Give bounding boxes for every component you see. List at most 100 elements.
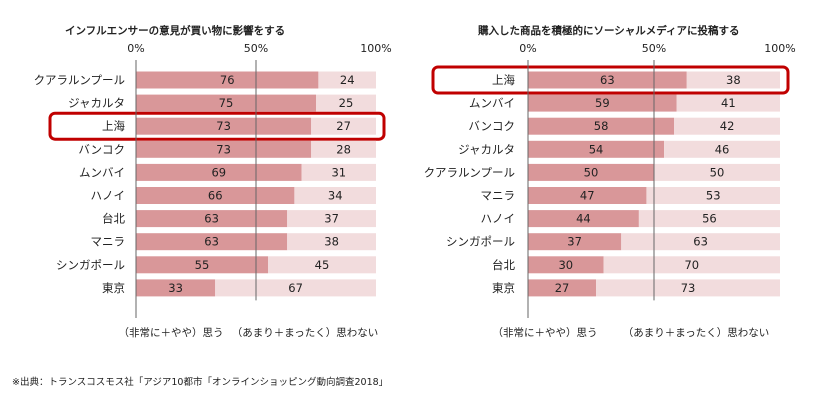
bar-agree — [136, 163, 302, 181]
source-note: ※出典：トランスコスモス社「アジア10都市「オンラインショッピング動向調査201… — [12, 376, 388, 388]
chart-title: 購入した商品を積極的にソーシャルメディアに投稿する — [477, 24, 740, 37]
category-label: 上海 — [492, 73, 515, 87]
legend-agree: （非常に＋やや）思う — [493, 326, 598, 339]
data-label-disagree: 38 — [726, 73, 741, 87]
bar-agree — [136, 210, 288, 228]
bar-agree — [528, 279, 597, 297]
category-label: クアラルンプール — [424, 165, 515, 179]
data-label-disagree: 56 — [702, 212, 717, 226]
data-label-disagree: 28 — [336, 142, 351, 156]
bar-disagree — [596, 279, 780, 297]
bar-disagree — [287, 210, 376, 228]
data-label-agree: 63 — [204, 212, 219, 226]
category-label: シンガポール — [446, 235, 515, 249]
data-label-disagree: 42 — [720, 119, 735, 133]
data-label-agree: 47 — [580, 189, 595, 203]
legend-disagree: （あまり＋まったく）思わない — [232, 327, 379, 339]
legend-disagree: （あまり＋まったく）思わない — [623, 327, 770, 339]
data-label-disagree: 67 — [288, 281, 303, 295]
data-label-agree: 27 — [555, 281, 570, 295]
bar-disagree — [674, 117, 780, 135]
bar-agree — [528, 71, 687, 89]
data-label-agree: 44 — [576, 212, 591, 226]
category-label: ハノイ — [91, 189, 126, 203]
data-label-disagree: 31 — [331, 165, 346, 179]
category-label: 上海 — [102, 119, 125, 133]
category-label: ジャカルタ — [68, 96, 125, 110]
category-label: マニラ — [91, 235, 126, 249]
bar-disagree — [301, 163, 376, 181]
bar-disagree — [294, 187, 376, 204]
bar-agree — [136, 71, 319, 89]
category-label: 台北 — [102, 212, 125, 226]
bar-agree — [136, 140, 312, 158]
x-tick-label: 100% — [360, 42, 391, 55]
data-label-disagree: 70 — [684, 258, 699, 272]
category-label: マニラ — [481, 189, 516, 203]
data-label-disagree: 27 — [336, 119, 351, 133]
bar-disagree — [215, 279, 376, 297]
data-label-disagree: 50 — [710, 165, 725, 179]
data-label-disagree: 25 — [339, 96, 354, 110]
bar-agree — [528, 94, 677, 112]
data-label-agree: 75 — [219, 96, 234, 110]
bar-agree — [528, 233, 622, 251]
data-label-disagree: 73 — [681, 281, 696, 295]
data-label-agree: 58 — [594, 119, 609, 133]
bar-disagree — [603, 256, 780, 274]
category-label: クアラルンプール — [34, 73, 125, 87]
bar-disagree — [638, 210, 780, 228]
category-label: 東京 — [102, 281, 125, 295]
category-label: ムンバイ — [79, 165, 125, 179]
bar-agree — [136, 94, 316, 112]
data-label-agree: 37 — [567, 235, 582, 249]
bar-disagree — [318, 71, 376, 89]
data-label-disagree: 24 — [340, 73, 355, 87]
data-label-disagree: 41 — [721, 96, 736, 110]
data-label-agree: 63 — [204, 235, 219, 249]
category-label: バンコク — [78, 142, 125, 156]
x-tick-label: 100% — [764, 42, 795, 55]
data-label-disagree: 38 — [324, 235, 339, 249]
bar-agree — [528, 117, 675, 135]
bar-disagree — [268, 256, 376, 274]
data-label-agree: 73 — [216, 119, 231, 133]
bar-disagree — [676, 94, 780, 112]
bar-agree — [528, 210, 639, 228]
bar-agree — [136, 233, 288, 251]
data-label-disagree: 34 — [328, 189, 343, 203]
data-label-disagree: 63 — [693, 235, 708, 249]
data-label-disagree: 45 — [315, 258, 330, 272]
bar-agree — [528, 163, 654, 181]
data-label-agree: 73 — [216, 142, 231, 156]
highlight-box — [48, 111, 386, 141]
highlight-box — [431, 65, 790, 95]
data-label-agree: 59 — [595, 96, 610, 110]
bar-agree — [528, 256, 604, 274]
bar-agree — [136, 256, 268, 274]
data-label-disagree: 37 — [324, 212, 339, 226]
data-label-disagree: 46 — [715, 142, 730, 156]
bar-disagree — [311, 140, 376, 158]
category-label: シンガポール — [56, 258, 125, 272]
bar-disagree — [664, 140, 780, 158]
data-label-agree: 33 — [168, 281, 183, 295]
data-label-agree: 69 — [211, 165, 226, 179]
x-tick-label: 50% — [642, 42, 666, 55]
bar-agree — [528, 187, 647, 204]
bar-disagree — [646, 187, 780, 204]
x-tick-label: 0% — [127, 42, 144, 55]
bar-agree — [528, 140, 665, 158]
x-tick-label: 0% — [519, 42, 536, 55]
data-label-disagree: 53 — [706, 189, 721, 203]
bar-disagree — [287, 233, 376, 251]
bar-disagree — [654, 163, 780, 181]
data-label-agree: 30 — [558, 258, 573, 272]
category-label: ジャカルタ — [458, 142, 515, 156]
legend-agree: （非常に＋やや）思う — [119, 326, 224, 339]
data-label-agree: 54 — [589, 142, 604, 156]
x-tick-label: 50% — [244, 42, 268, 55]
data-label-agree: 55 — [195, 258, 210, 272]
